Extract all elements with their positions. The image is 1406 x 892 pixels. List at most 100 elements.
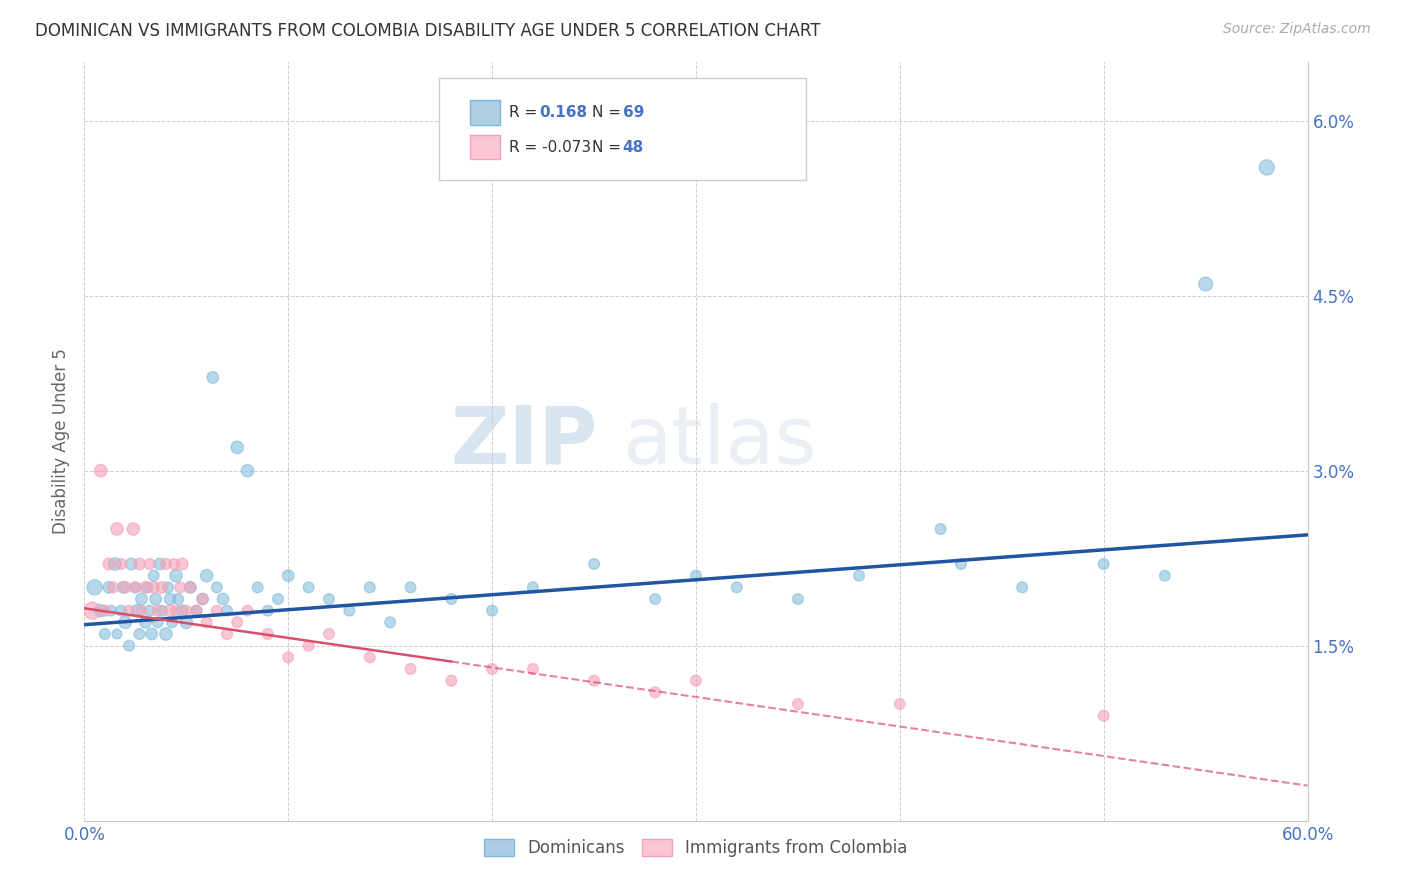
Point xyxy=(97,580,120,594)
Point xyxy=(359,650,381,665)
Point xyxy=(105,627,128,641)
Point xyxy=(787,697,810,711)
Point xyxy=(142,580,165,594)
Point xyxy=(787,592,810,607)
Legend: Dominicans, Immigrants from Colombia: Dominicans, Immigrants from Colombia xyxy=(477,830,915,865)
Text: 0.168: 0.168 xyxy=(540,105,588,120)
Point xyxy=(142,568,165,582)
Point xyxy=(644,685,666,699)
Y-axis label: Disability Age Under 5: Disability Age Under 5 xyxy=(52,349,70,534)
Point xyxy=(169,580,191,594)
Point xyxy=(191,592,214,607)
Point xyxy=(685,673,707,688)
Point xyxy=(186,604,208,618)
Point xyxy=(82,604,104,618)
Point xyxy=(122,522,145,536)
Point xyxy=(150,580,173,594)
Point xyxy=(150,604,173,618)
Point xyxy=(136,580,159,594)
Text: ZIP: ZIP xyxy=(451,402,598,481)
Point xyxy=(110,604,132,618)
Point xyxy=(186,604,208,618)
Point xyxy=(236,604,259,618)
Point xyxy=(172,604,194,618)
Point xyxy=(481,604,503,618)
Point xyxy=(644,592,666,607)
Point xyxy=(155,627,177,641)
Point xyxy=(848,568,870,582)
Point xyxy=(179,580,201,594)
Point xyxy=(155,557,177,571)
Point xyxy=(359,580,381,594)
Point xyxy=(131,604,153,618)
Point xyxy=(1256,161,1278,175)
Point xyxy=(318,627,340,641)
Text: Source: ZipAtlas.com: Source: ZipAtlas.com xyxy=(1223,22,1371,37)
Point xyxy=(110,557,132,571)
Text: 69: 69 xyxy=(623,105,644,120)
Point xyxy=(1011,580,1033,594)
Point xyxy=(583,673,606,688)
Point xyxy=(165,604,187,618)
Text: R = -0.073: R = -0.073 xyxy=(509,140,591,155)
Point xyxy=(146,604,169,618)
Text: N =: N = xyxy=(592,140,621,155)
Point xyxy=(236,464,259,478)
Point xyxy=(179,580,201,594)
Point xyxy=(217,604,239,618)
Point xyxy=(104,557,127,571)
Point xyxy=(246,580,269,594)
Point xyxy=(380,615,402,630)
Point xyxy=(165,568,187,582)
Text: R =: R = xyxy=(509,105,537,120)
Point xyxy=(318,592,340,607)
Point xyxy=(1195,277,1218,291)
Text: N =: N = xyxy=(592,105,621,120)
Point xyxy=(929,522,952,536)
Point xyxy=(481,662,503,676)
Point xyxy=(174,615,197,630)
Point xyxy=(90,464,112,478)
Point xyxy=(159,592,181,607)
Point xyxy=(105,522,128,536)
Point xyxy=(267,592,290,607)
Point xyxy=(93,604,115,618)
Point xyxy=(146,615,169,630)
Point xyxy=(339,604,361,618)
FancyBboxPatch shape xyxy=(470,100,501,125)
Point xyxy=(141,627,163,641)
Point xyxy=(1092,557,1115,571)
Point xyxy=(725,580,748,594)
Point xyxy=(97,557,120,571)
Point xyxy=(145,592,167,607)
Point xyxy=(522,580,544,594)
Point xyxy=(131,592,153,607)
Point xyxy=(156,580,179,594)
Point xyxy=(277,650,299,665)
Text: 48: 48 xyxy=(623,140,644,155)
Point xyxy=(522,662,544,676)
Point xyxy=(138,557,160,571)
Point xyxy=(226,441,249,455)
Point xyxy=(120,557,142,571)
Point xyxy=(205,580,228,594)
Point xyxy=(124,580,146,594)
Point xyxy=(950,557,973,571)
Point xyxy=(100,604,122,618)
Point xyxy=(399,580,422,594)
Point xyxy=(112,580,135,594)
Point xyxy=(114,615,136,630)
Point xyxy=(889,697,911,711)
Point xyxy=(685,568,707,582)
Point xyxy=(90,604,112,618)
FancyBboxPatch shape xyxy=(470,136,501,160)
Point xyxy=(212,592,235,607)
Point xyxy=(195,615,218,630)
Point xyxy=(124,580,146,594)
Point xyxy=(149,557,172,571)
Point xyxy=(257,604,280,618)
Text: atlas: atlas xyxy=(623,402,817,481)
Point xyxy=(135,615,157,630)
Point xyxy=(217,627,239,641)
Point xyxy=(440,592,463,607)
